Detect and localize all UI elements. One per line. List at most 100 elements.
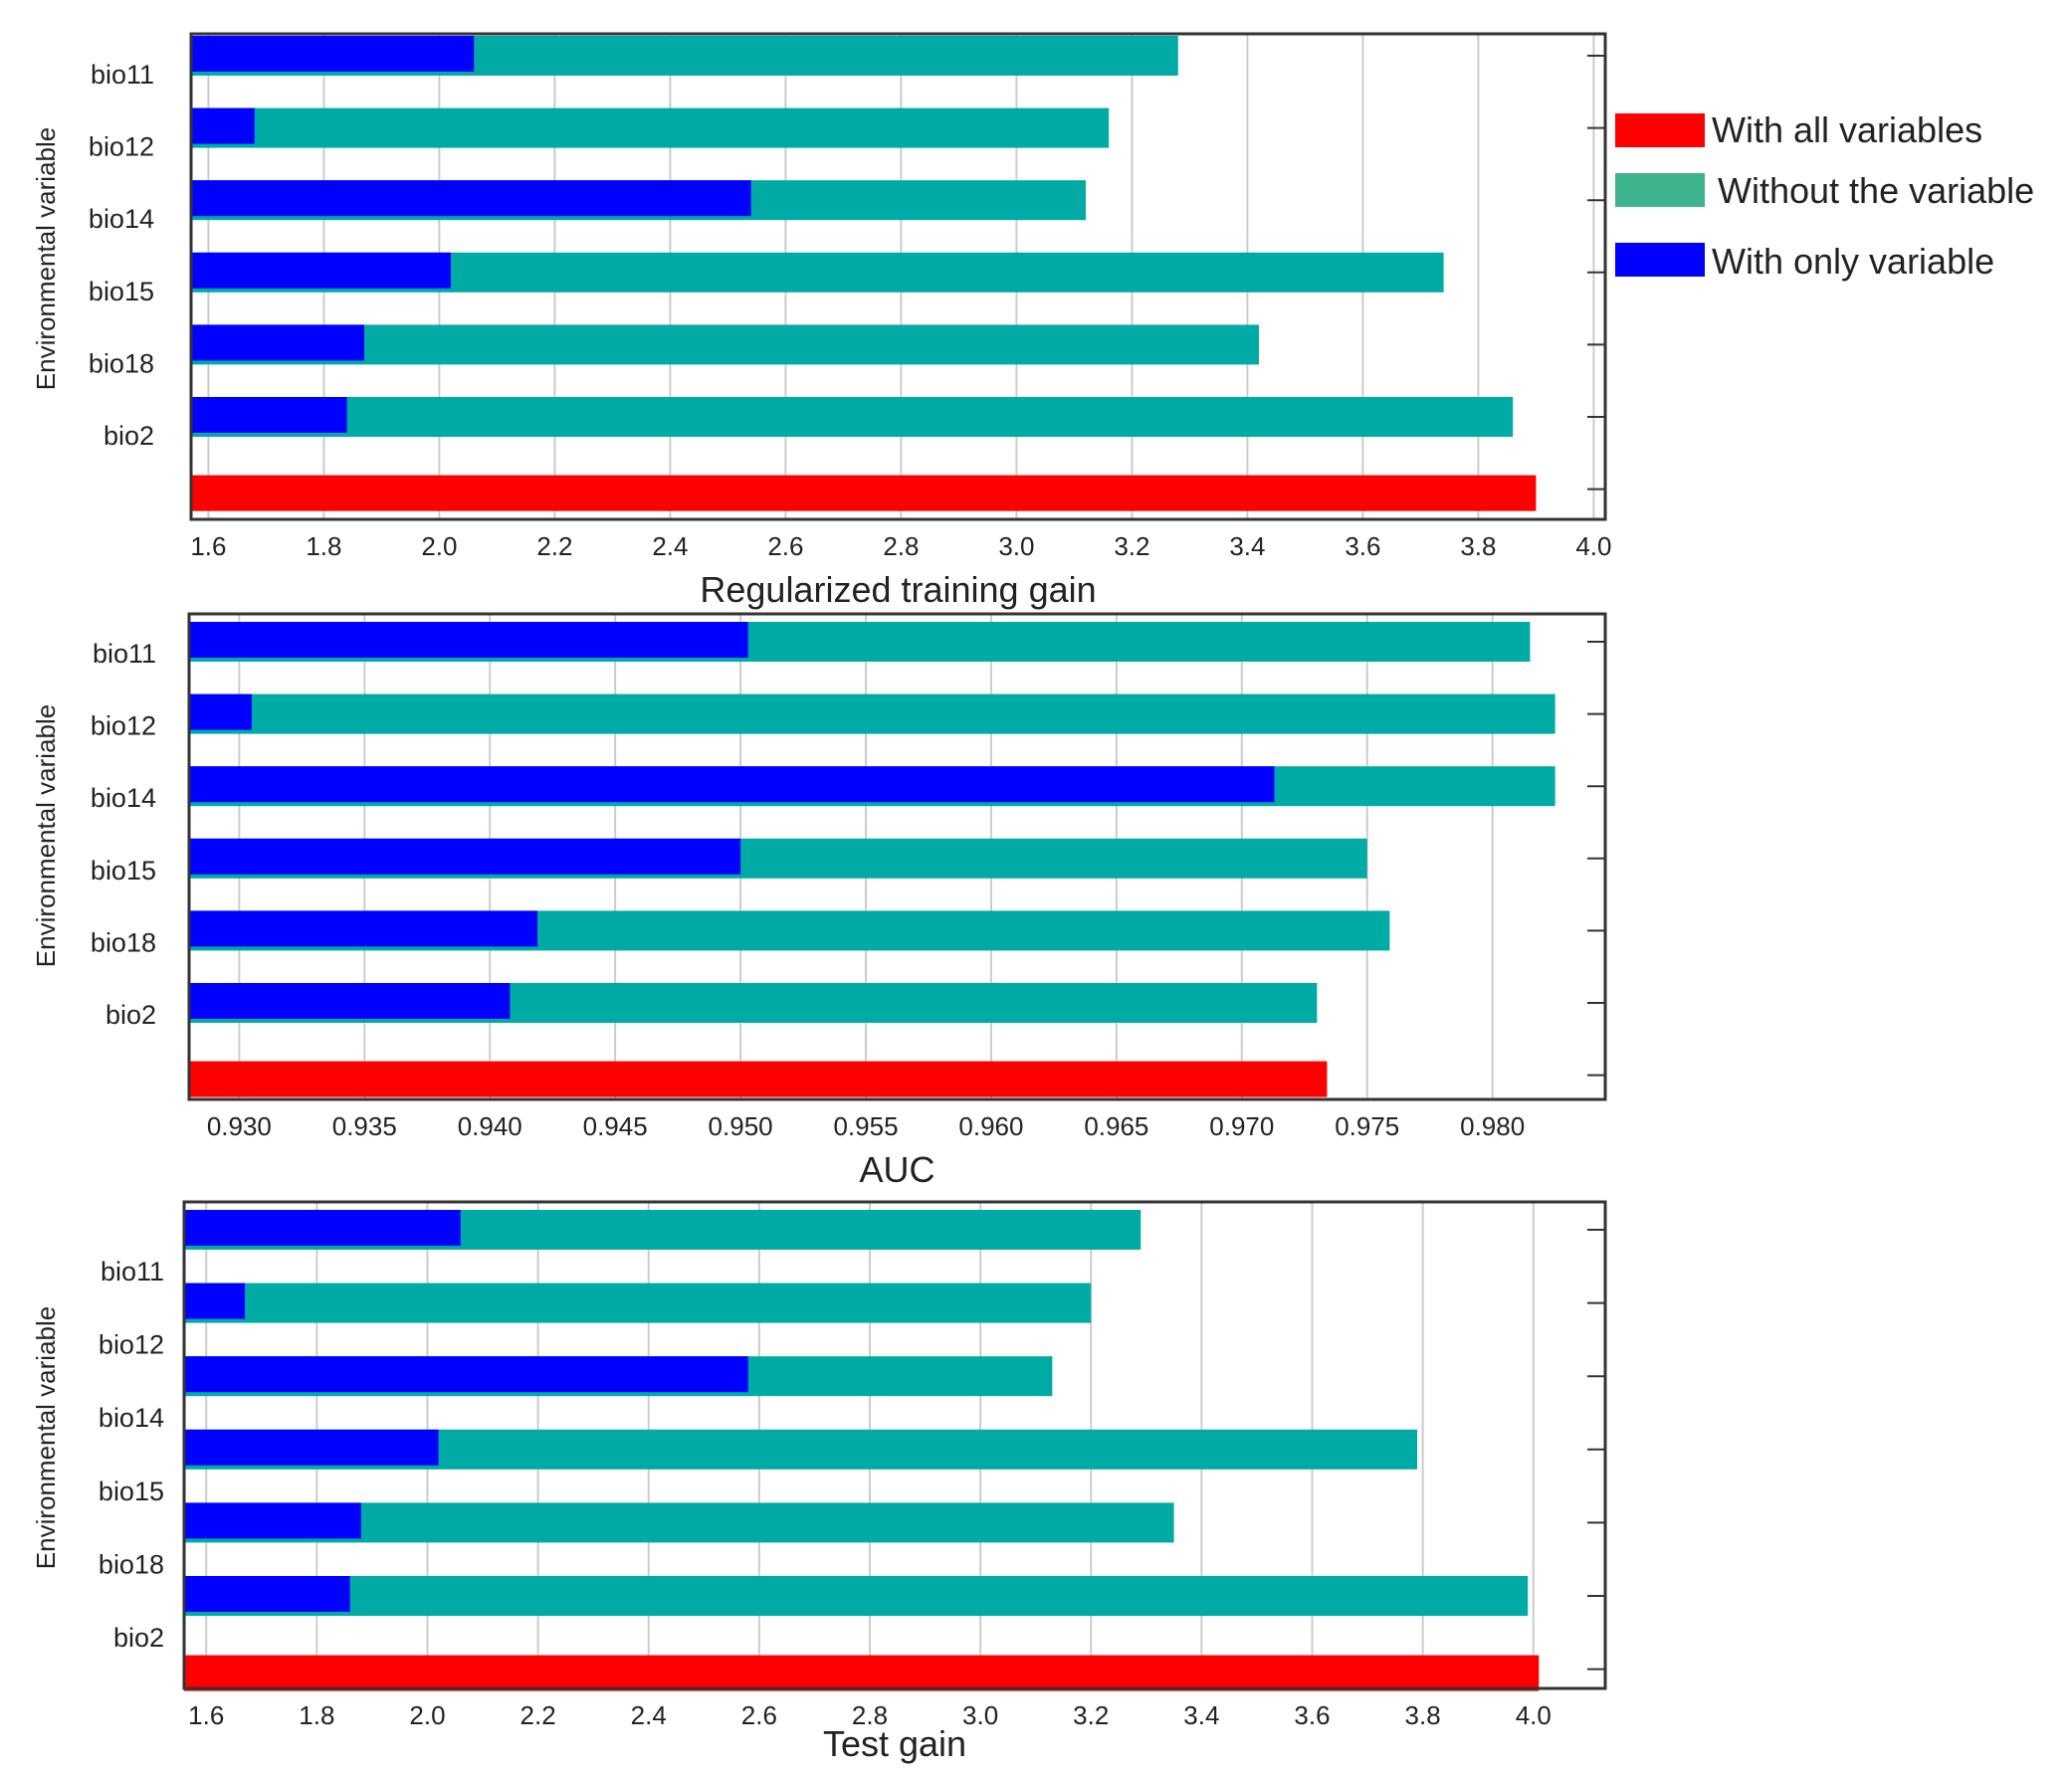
y-tick-label: bio12 <box>89 132 154 162</box>
x-tick-label: 3.0 <box>998 531 1034 561</box>
y-tick-label: bio18 <box>91 927 156 957</box>
x-tick-label: 3.6 <box>1294 1700 1330 1730</box>
y-tick-label: bio2 <box>113 1623 164 1653</box>
bar-only-bio2 <box>189 983 511 1019</box>
x-tick-label: 2.8 <box>852 1700 888 1730</box>
x-tick-label: 3.8 <box>1460 531 1496 561</box>
x-tick-label: 2.2 <box>536 531 572 561</box>
y-tick-label: bio15 <box>99 1477 164 1506</box>
x-tick-label: 2.8 <box>883 531 919 561</box>
x-tick-label: 3.2 <box>1114 531 1149 561</box>
x-tick-label: 3.0 <box>962 1700 998 1730</box>
x-tick-label: 1.6 <box>190 531 226 561</box>
y-tick-label: bio11 <box>101 1257 164 1286</box>
bar-only-bio15 <box>184 1429 439 1466</box>
bar-all-variables <box>184 1655 1540 1691</box>
x-tick-label: 0.930 <box>207 1111 272 1141</box>
legend-swatch-all-variables <box>1615 113 1705 147</box>
y-tick-label: bio11 <box>91 60 154 90</box>
x-axis-label: Test gain <box>823 1723 966 1764</box>
y-tick-label: bio11 <box>93 639 156 669</box>
x-tick-label: 2.0 <box>421 531 457 561</box>
bar-all-variables <box>191 475 1537 511</box>
y-tick-label: bio14 <box>99 1403 164 1433</box>
x-tick-label: 3.4 <box>1183 1700 1219 1730</box>
plot-frame <box>182 1200 1607 1690</box>
x-tick-label: 0.955 <box>833 1111 898 1141</box>
bar-without-bio18 <box>191 324 1259 365</box>
x-tick-label: 0.970 <box>1209 1111 1274 1141</box>
bar-without-bio2 <box>191 397 1514 437</box>
bar-without-bio12 <box>189 693 1555 734</box>
x-tick-label: 2.6 <box>741 1700 777 1730</box>
x-tick-label: 3.6 <box>1345 531 1380 561</box>
legend-label-only-variable: With only variable <box>1712 241 1994 282</box>
y-tick-label: bio15 <box>89 277 154 306</box>
x-tick-label: 1.6 <box>188 1700 224 1730</box>
x-tick-label: 2.2 <box>520 1700 556 1730</box>
bar-only-bio12 <box>184 1282 246 1319</box>
y-axis-label: Environmental variable <box>31 127 61 390</box>
chart-panel-2: 0.930 0.935 0.940 0.945 0.950 0.955 0.960 0.965… <box>31 612 1607 1190</box>
x-tick-label: 1.8 <box>299 1700 334 1730</box>
x-tick-label: 2.6 <box>767 531 803 561</box>
bar-all-variables <box>189 1061 1328 1097</box>
bar-only-bio12 <box>191 107 255 144</box>
x-tick-label: 0.980 <box>1460 1111 1525 1141</box>
x-tick-label: 0.975 <box>1335 1111 1399 1141</box>
legend: With all variables Without the variable … <box>1615 109 2034 282</box>
x-axis-label: Regularized training gain <box>700 569 1096 610</box>
y-tick-label: bio14 <box>91 783 156 813</box>
x-tick-label: 0.940 <box>458 1111 522 1141</box>
bar-only-bio14 <box>189 766 1275 803</box>
bar-only-bio11 <box>189 622 748 658</box>
x-tick-label: 2.4 <box>652 531 688 561</box>
bar-only-bio2 <box>191 397 347 433</box>
bar-only-bio15 <box>189 838 741 875</box>
bar-only-bio14 <box>191 180 751 217</box>
x-axis-label: AUC <box>859 1149 934 1190</box>
x-tick-label: 0.945 <box>583 1111 648 1141</box>
bar-only-bio11 <box>191 36 475 72</box>
chart-panels: 1.6 1.8 2.0 2.2 2.4 2.6 2.8 3.0 3.2 3.4 3.6 3.8 4.0 b… <box>31 32 1611 1764</box>
y-tick-label: bio12 <box>99 1330 164 1360</box>
x-tick-label: 3.4 <box>1229 531 1265 561</box>
x-tick-label: 4.0 <box>1516 1700 1552 1730</box>
x-tick-label: 0.950 <box>709 1111 773 1141</box>
bar-without-bio12 <box>184 1282 1092 1323</box>
x-tick-label: 2.0 <box>409 1700 445 1730</box>
x-tick-label: 3.2 <box>1073 1700 1109 1730</box>
y-tick-label: bio12 <box>91 711 156 741</box>
bar-only-bio14 <box>184 1356 748 1393</box>
x-tick-label: 1.8 <box>306 531 341 561</box>
x-tick-label: 3.8 <box>1405 1700 1441 1730</box>
x-tick-label: 0.965 <box>1084 1111 1148 1141</box>
bar-only-bio12 <box>189 693 252 730</box>
y-tick-label: bio15 <box>91 856 156 886</box>
plot-frame <box>189 32 1607 521</box>
x-tick-label: 0.935 <box>332 1111 397 1141</box>
bar-without-bio12 <box>191 107 1110 148</box>
bar-only-bio18 <box>184 1502 361 1539</box>
bar-without-bio2 <box>184 1576 1529 1616</box>
y-tick-label: bio14 <box>89 204 154 234</box>
chart-panel-1: 1.6 1.8 2.0 2.2 2.4 2.6 2.8 3.0 3.2 3.4 3.6 3.8 4.0 b… <box>31 32 1611 610</box>
bar-only-bio11 <box>184 1210 461 1246</box>
y-tick-label: bio18 <box>99 1549 164 1579</box>
x-tick-label: 0.960 <box>958 1111 1023 1141</box>
bar-only-bio18 <box>189 910 538 947</box>
x-tick-label: 2.4 <box>631 1700 667 1730</box>
y-tick-label: bio2 <box>105 1000 156 1030</box>
chart-panel-3: 1.6 1.8 2.0 2.2 2.4 2.6 2.8 3.0 3.2 3.4 3.6 3.8 4.0 b… <box>31 1200 1607 1764</box>
legend-label-all-variables: With all variables <box>1712 109 1982 150</box>
y-tick-label: bio2 <box>104 421 154 451</box>
y-axis-label: Environmental variable <box>31 1306 61 1569</box>
legend-swatch-without-variable <box>1615 173 1705 207</box>
bar-only-bio2 <box>184 1576 350 1612</box>
y-axis-label: Environmental variable <box>31 704 61 967</box>
bar-only-bio15 <box>191 252 451 289</box>
legend-swatch-only-variable <box>1615 243 1705 277</box>
y-tick-label: bio18 <box>89 348 154 378</box>
plot-frame <box>187 612 1607 1101</box>
